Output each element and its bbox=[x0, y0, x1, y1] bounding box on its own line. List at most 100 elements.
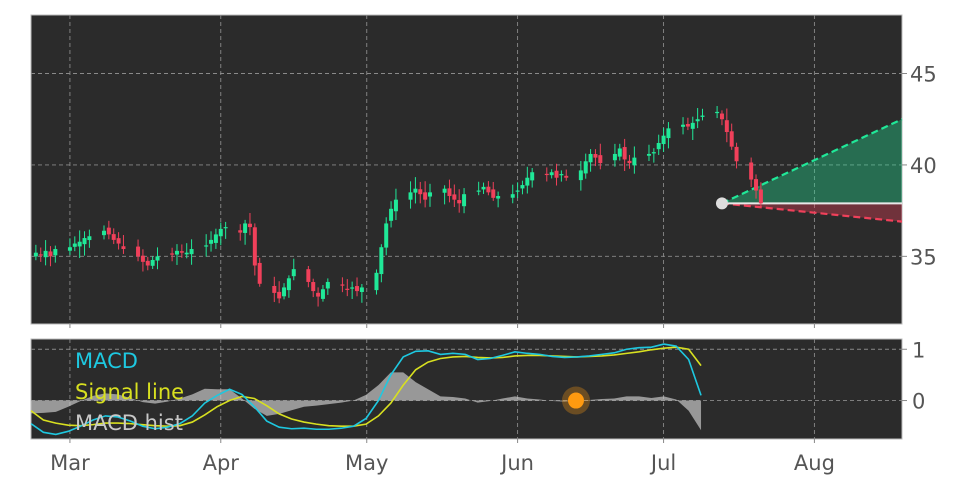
candle-body bbox=[622, 147, 627, 160]
candle-body bbox=[564, 175, 569, 178]
candle-body bbox=[408, 192, 413, 200]
candle-body bbox=[33, 252, 38, 257]
candle-body bbox=[257, 262, 262, 284]
candle bbox=[213, 228, 218, 249]
candle-body bbox=[43, 250, 48, 258]
x-tick-label: May bbox=[345, 451, 388, 475]
projection-lower-line bbox=[721, 202, 903, 223]
candle-body bbox=[87, 236, 92, 241]
candle-body bbox=[111, 234, 116, 240]
candle-body bbox=[155, 256, 160, 261]
candle bbox=[515, 182, 520, 198]
candle bbox=[457, 189, 462, 213]
candle bbox=[101, 225, 106, 240]
projection-upper-line bbox=[721, 118, 903, 205]
candle-body bbox=[583, 161, 588, 174]
macd-legend: MACD Signal line MACD hist bbox=[75, 349, 184, 435]
candle-body bbox=[72, 243, 77, 247]
candle bbox=[442, 185, 447, 205]
candle-body bbox=[252, 227, 257, 266]
candle bbox=[359, 283, 364, 303]
candle bbox=[632, 146, 637, 174]
candle-body bbox=[554, 170, 559, 178]
candle-body bbox=[53, 249, 58, 256]
candle bbox=[77, 230, 82, 259]
candle bbox=[345, 279, 350, 297]
candle bbox=[204, 234, 209, 257]
x-tick-label: Aug bbox=[794, 451, 835, 475]
price-gridlines bbox=[31, 15, 902, 324]
candle-body bbox=[355, 286, 360, 292]
candle-body bbox=[646, 153, 651, 156]
candle-body bbox=[389, 208, 394, 221]
candle bbox=[719, 110, 724, 126]
candle bbox=[238, 224, 243, 241]
candle bbox=[272, 276, 277, 303]
candle-body bbox=[749, 162, 754, 180]
candle bbox=[481, 182, 486, 194]
candle-body bbox=[145, 260, 150, 266]
candle bbox=[247, 213, 252, 236]
candle bbox=[510, 184, 515, 204]
candle-body bbox=[393, 199, 398, 212]
candle-body bbox=[666, 128, 671, 139]
candle bbox=[87, 229, 92, 248]
macd-series bbox=[30, 343, 702, 436]
candle bbox=[389, 201, 394, 228]
candle-body bbox=[350, 287, 355, 289]
candle bbox=[184, 243, 189, 259]
candle-body bbox=[612, 153, 617, 161]
candle-body bbox=[685, 123, 690, 127]
candle-body bbox=[578, 170, 583, 181]
series-macd-hist bbox=[31, 372, 702, 431]
candle bbox=[583, 153, 588, 179]
candle bbox=[340, 277, 345, 293]
candle bbox=[72, 236, 77, 252]
candle-body bbox=[247, 223, 252, 228]
legend-macd-hist: MACD hist bbox=[75, 411, 183, 435]
candle-body bbox=[243, 223, 248, 233]
candle bbox=[690, 116, 695, 141]
candle bbox=[189, 239, 194, 265]
candle-body bbox=[428, 192, 433, 197]
candle-body bbox=[544, 173, 549, 176]
candle-body bbox=[588, 153, 593, 163]
candle bbox=[666, 122, 671, 149]
candle bbox=[179, 244, 184, 258]
candle-body bbox=[423, 192, 428, 200]
candle-body bbox=[442, 188, 447, 193]
candle-body bbox=[681, 124, 686, 127]
candle bbox=[695, 108, 700, 129]
candle bbox=[462, 188, 467, 214]
candle bbox=[564, 169, 569, 181]
candle-body bbox=[291, 269, 296, 277]
candle-body bbox=[306, 269, 311, 282]
candle bbox=[549, 169, 554, 179]
candle bbox=[252, 223, 257, 276]
candle-body bbox=[549, 172, 554, 176]
x-tick-label: Mar bbox=[50, 451, 90, 475]
candle-body bbox=[340, 284, 345, 286]
candle bbox=[525, 166, 530, 194]
candle bbox=[116, 232, 121, 250]
candle-body bbox=[311, 282, 316, 292]
candle-body bbox=[525, 177, 530, 186]
candle bbox=[136, 239, 141, 262]
candle bbox=[578, 161, 583, 191]
candle-body bbox=[277, 291, 282, 299]
candle-body bbox=[520, 185, 525, 189]
candle-body bbox=[754, 179, 759, 191]
projection-start-marker bbox=[715, 197, 728, 210]
candle-body bbox=[734, 146, 739, 162]
legend-signal-line: Signal line bbox=[75, 380, 184, 404]
candle-body bbox=[510, 194, 515, 198]
candle-body bbox=[223, 227, 228, 229]
candle bbox=[38, 247, 43, 262]
candle bbox=[530, 168, 535, 188]
candle-body bbox=[170, 253, 175, 255]
candle-body bbox=[48, 251, 53, 257]
candle bbox=[749, 157, 754, 188]
candle-body bbox=[77, 241, 82, 247]
candle-body bbox=[700, 115, 705, 117]
